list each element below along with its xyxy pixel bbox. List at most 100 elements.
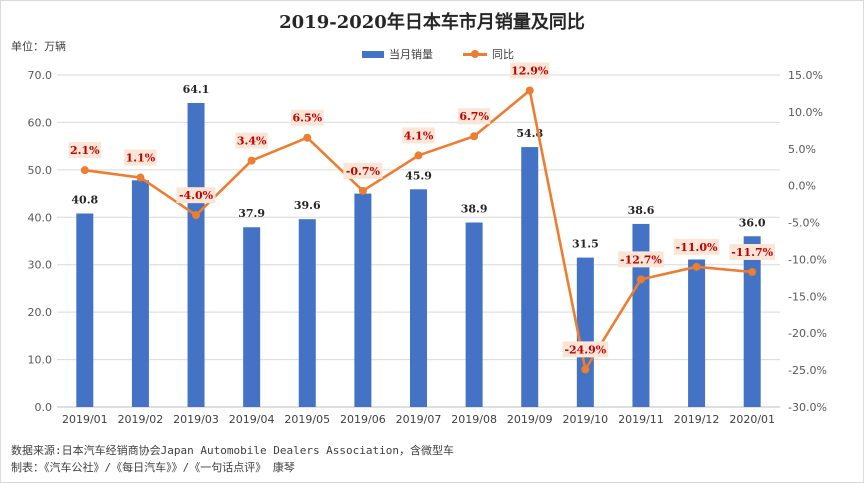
yoy-value-label: -11.0% (676, 241, 718, 254)
yoy-value-label: 1.1% (126, 152, 156, 165)
bar (354, 193, 372, 407)
yoy-value-label: 2.1% (70, 144, 100, 157)
source-note: 数据来源:日本汽车经销商协会Japan Automobile Dealers A… (11, 444, 455, 457)
bar-value-label: 45.9 (405, 169, 432, 182)
bar (243, 227, 261, 407)
bar (521, 147, 539, 407)
legend-line-label: 同比 (492, 48, 514, 61)
yoy-point (748, 267, 757, 276)
yoy-point (192, 211, 201, 220)
legend-bar-swatch (362, 50, 384, 58)
bar (632, 223, 650, 407)
bar (187, 102, 205, 408)
bar-value-label: 40.8 (71, 193, 98, 206)
y-left-tick-label: 0.0 (35, 401, 53, 414)
x-tick-label: 2019/02 (118, 413, 164, 426)
x-tick-label: 2019/05 (284, 413, 330, 426)
yoy-point (247, 156, 256, 165)
bar-value-label: 38.6 (628, 204, 655, 217)
notes: 数据来源:日本汽车经销商协会Japan Automobile Dealers A… (11, 442, 454, 476)
x-tick-label: 2019/12 (674, 413, 720, 426)
y-left-tick-label: 10.0 (28, 354, 53, 367)
author-note: 制表：《汽车公社》/《每日汽车》》/《一句话点评》 康琴 (11, 461, 295, 474)
x-tick-label: 2019/03 (173, 413, 219, 426)
x-tick-label: 2019/10 (562, 413, 608, 426)
yoy-point (692, 262, 701, 271)
yoy-value-label: -24.9% (564, 343, 606, 356)
unit-label: 单位：万辆 (11, 40, 66, 53)
x-tick-label: 2019/06 (340, 413, 386, 426)
yoy-label-box (291, 109, 324, 126)
y-left-tick-label: 60.0 (28, 116, 53, 129)
yoy-point (303, 133, 312, 142)
yoy-label-box (402, 127, 435, 144)
legend-line-swatch (463, 49, 487, 58)
yoy-point (358, 186, 367, 195)
bar-value-label: 36.0 (739, 216, 766, 229)
yoy-label-box (343, 162, 383, 179)
bar (76, 213, 94, 407)
yoy-label-box (618, 251, 664, 268)
y-right-tick-label: -5.0% (788, 217, 820, 230)
yoy-label-box (68, 142, 102, 159)
yoy-point (414, 151, 423, 160)
y-right-tick-label: 5.0% (788, 143, 816, 156)
yoy-point (470, 132, 479, 141)
y-right-tick-label: 0.0% (788, 180, 816, 193)
bar-value-label: 64.1 (183, 83, 210, 96)
x-tick-label: 2019/07 (396, 413, 442, 426)
y-left-tick-label: 30.0 (28, 259, 53, 272)
legend: 当月销量 同比 (362, 46, 514, 62)
yoy-point (525, 86, 534, 95)
yoy-value-label: 12.9% (511, 64, 549, 77)
yoy-label-box (457, 108, 491, 125)
chart-title: 2019-2020年日本车市月销量及同比 (279, 12, 585, 33)
x-tick-label: 2019/08 (451, 413, 497, 426)
yoy-value-label: 6.5% (292, 112, 322, 125)
yoy-value-label: -12.7% (620, 253, 662, 266)
x-tick-label: 2020/01 (729, 413, 775, 426)
yoy-label-box (729, 243, 775, 260)
y-right-tick-label: 10.0% (788, 106, 823, 119)
y-right-tick-label: -20.0% (788, 327, 827, 340)
yoy-point (636, 275, 645, 284)
y-left-tick-label: 50.0 (28, 164, 53, 177)
yoy-label-box (176, 187, 216, 204)
yoy-label-box (510, 62, 550, 79)
x-tick-label: 2019/09 (507, 413, 553, 426)
bar (743, 236, 761, 407)
x-tick-label: 2019/01 (62, 413, 108, 426)
bar (688, 259, 706, 407)
x-tick-label: 2019/11 (618, 413, 664, 426)
legend-bar-label: 当月销量 (389, 48, 433, 61)
yoy-label-box (562, 341, 609, 358)
yoy-point (80, 166, 89, 175)
yoy-value-label: 4.1% (404, 129, 434, 142)
y-left-tick-label: 70.0 (28, 69, 53, 82)
yoy-value-label: -4.0% (179, 189, 214, 202)
yoy-label-box (124, 149, 157, 166)
bar (131, 180, 149, 407)
yoy-point (581, 365, 590, 374)
y-left-tick-label: 20.0 (28, 306, 53, 319)
y-left-tick-label: 40.0 (28, 211, 53, 224)
bar (410, 189, 427, 407)
bar-value-label: 39.6 (294, 199, 321, 212)
yoy-label-box (235, 132, 268, 149)
bar (465, 222, 483, 407)
yoy-value-label: -11.7% (731, 246, 773, 259)
bar (298, 219, 316, 407)
bar-value-label: 31.5 (572, 238, 599, 251)
x-tick-label: 2019/04 (229, 413, 275, 426)
yoy-label-box (673, 238, 720, 255)
bar (576, 257, 594, 407)
yoy-point (136, 173, 145, 182)
y-right-tick-label: -10.0% (788, 253, 827, 266)
yoy-value-label: 6.7% (459, 110, 489, 123)
y-right-tick-label: -30.0% (788, 401, 827, 414)
y-right-tick-label: 15.0% (788, 69, 823, 82)
y-right-tick-label: -25.0% (788, 364, 827, 377)
bar-value-label: 38.9 (461, 203, 488, 216)
yoy-value-label: -0.7% (346, 165, 381, 178)
